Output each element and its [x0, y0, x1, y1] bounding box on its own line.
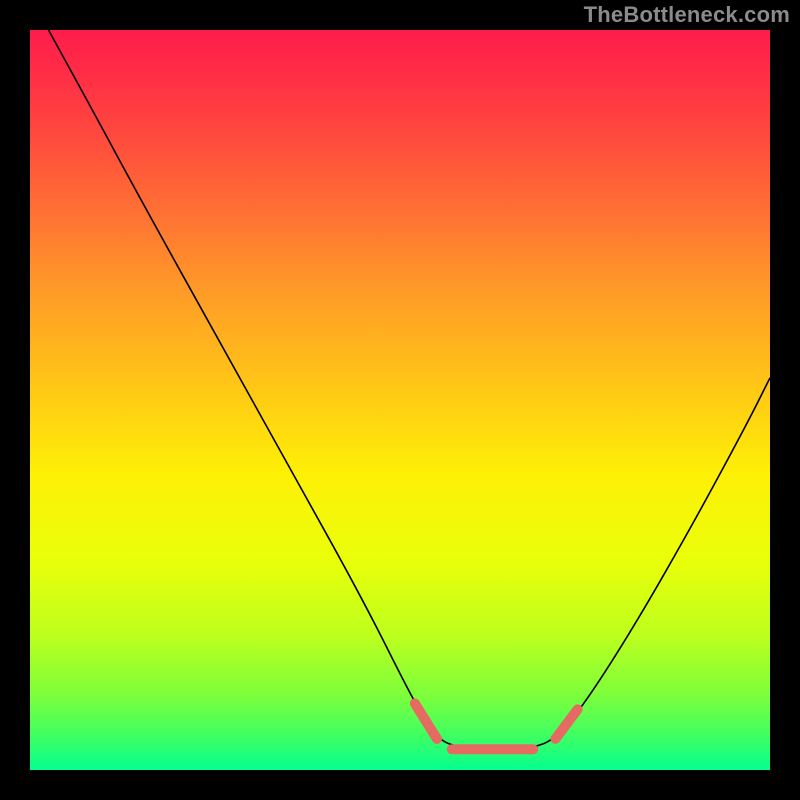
- bottleneck-plot: [0, 0, 800, 800]
- plot-background: [30, 30, 770, 770]
- watermark-text: TheBottleneck.com: [584, 2, 790, 28]
- stage: TheBottleneck.com: [0, 0, 800, 800]
